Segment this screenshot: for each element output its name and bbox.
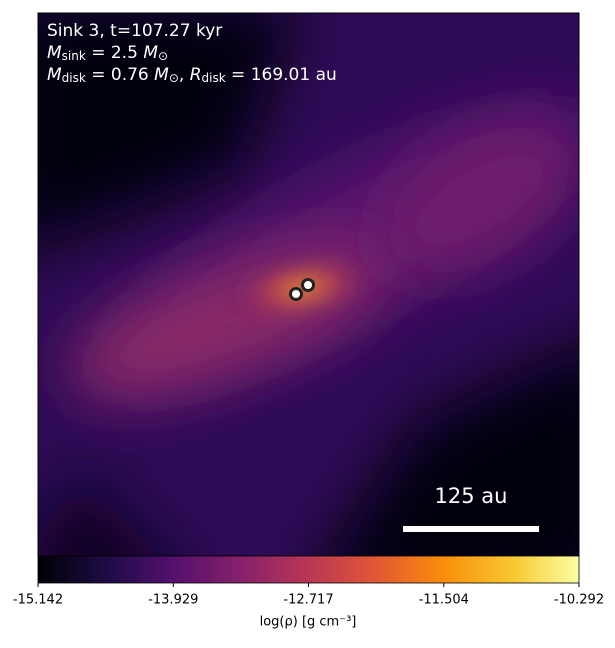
density-image [38,13,579,556]
scale-bar-label: 125 au [435,484,508,508]
annotation-segment: ⊙ [158,49,168,63]
annotation-segment: sink [62,49,86,63]
annotation-segment: disk [62,71,86,85]
sink [301,278,315,292]
annotation-segment: ⊙ [169,71,179,85]
annotation-line: Msink = 2.5 M⊙ [47,43,168,63]
tick-label: -13.929 [148,593,198,608]
tick-label: -10.292 [554,593,604,608]
annotation-segment: M [47,65,62,85]
annotation-segment: M [143,43,158,63]
annotation-segment: , [179,65,190,85]
annotation-segment: = 0.76 [86,65,154,85]
annotation-segment: Sink 3, t=107.27 kyr [47,21,222,41]
tick-label: -15.142 [13,593,63,608]
tick-label: -11.504 [419,593,469,608]
annotation-line: Sink 3, t=107.27 kyr [47,21,222,41]
scale-bar [403,526,539,532]
tick-label: -12.717 [283,593,333,608]
annotation-segment: disk [202,71,226,85]
annotation-segment: = 169.01 au [226,65,337,85]
annotation-segment: R [190,65,202,85]
annotation-line: Mdisk = 0.76 M⊙, Rdisk = 169.01 au [47,65,337,85]
annotation-segment: M [154,65,169,85]
colorbar [37,555,580,584]
colorbar-label: log(ρ) [g cm⁻³] [260,615,357,630]
sink [289,287,303,301]
annotation-segment: = 2.5 [86,43,144,63]
annotation-segment: M [47,43,62,63]
